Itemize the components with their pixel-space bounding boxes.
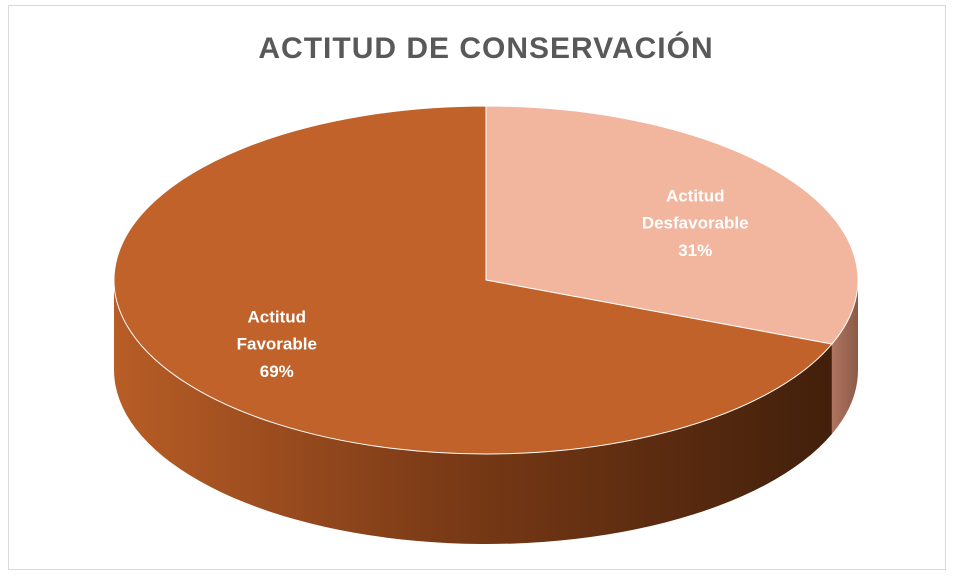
slice-category-label: Actitud Favorable bbox=[237, 308, 317, 354]
slice-side bbox=[114, 280, 832, 544]
slice bbox=[113, 105, 833, 455]
slice-category-label: Actitud Desfavorable bbox=[642, 187, 749, 233]
chart-title: ACTITUD DE CONSERVACIÓN bbox=[258, 31, 713, 65]
slice-value-label: 69% bbox=[260, 362, 294, 381]
slice-value-label: 31% bbox=[678, 241, 712, 260]
slice bbox=[485, 105, 859, 345]
slice-side bbox=[831, 280, 858, 435]
